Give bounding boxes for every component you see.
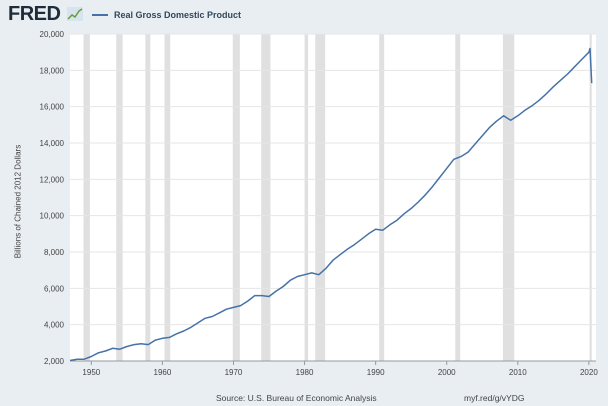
line-chart-icon xyxy=(67,7,83,21)
y-tick-label: 2,000 xyxy=(44,357,65,366)
y-tick-label: 14,000 xyxy=(40,139,65,148)
recession-band xyxy=(164,34,171,361)
recession-band xyxy=(116,34,123,361)
x-tick-label: 1990 xyxy=(367,368,385,377)
y-tick-label: 4,000 xyxy=(44,321,65,330)
legend: Real Gross Domestic Product xyxy=(92,8,241,22)
x-tick-label: 1970 xyxy=(225,368,243,377)
x-tick-label: 2010 xyxy=(509,368,527,377)
y-tick-label: 16,000 xyxy=(40,103,65,112)
source-text: Source: U.S. Bureau of Economic Analysis xyxy=(216,393,377,403)
y-tick-label: 20,000 xyxy=(40,30,65,39)
series-line xyxy=(69,47,593,362)
short-link[interactable]: myf.red/g/vYDG xyxy=(464,393,525,403)
fred-logo[interactable]: FRED xyxy=(8,3,61,25)
x-tick-label: 1960 xyxy=(154,368,172,377)
recession-band xyxy=(83,34,90,361)
y-tick-label: 8,000 xyxy=(44,248,65,257)
y-tick-label: 18,000 xyxy=(40,66,65,75)
recession-band xyxy=(315,34,326,361)
legend-swatch xyxy=(92,14,108,16)
y-tick-label: 10,000 xyxy=(40,212,65,221)
recession-band xyxy=(304,34,309,361)
legend-label: Real Gross Domestic Product xyxy=(114,10,242,20)
header: FRED Real Gross Domestic Product xyxy=(0,0,608,30)
y-tick-label: 6,000 xyxy=(44,284,65,293)
recession-band xyxy=(261,34,271,361)
y-axis-label: Billions of Chained 2012 Dollars xyxy=(13,144,23,259)
recession-band xyxy=(145,34,151,361)
recession-band xyxy=(502,34,515,361)
x-tick-label: 2000 xyxy=(438,368,456,377)
recession-band xyxy=(589,34,592,361)
recession-band xyxy=(455,34,461,361)
recession-band xyxy=(379,34,385,361)
x-tick-label: 2020 xyxy=(580,368,598,377)
recession-band xyxy=(232,34,240,361)
x-tick-label: 1950 xyxy=(82,368,100,377)
x-tick-label: 1980 xyxy=(296,368,314,377)
y-tick-label: 12,000 xyxy=(40,175,65,184)
